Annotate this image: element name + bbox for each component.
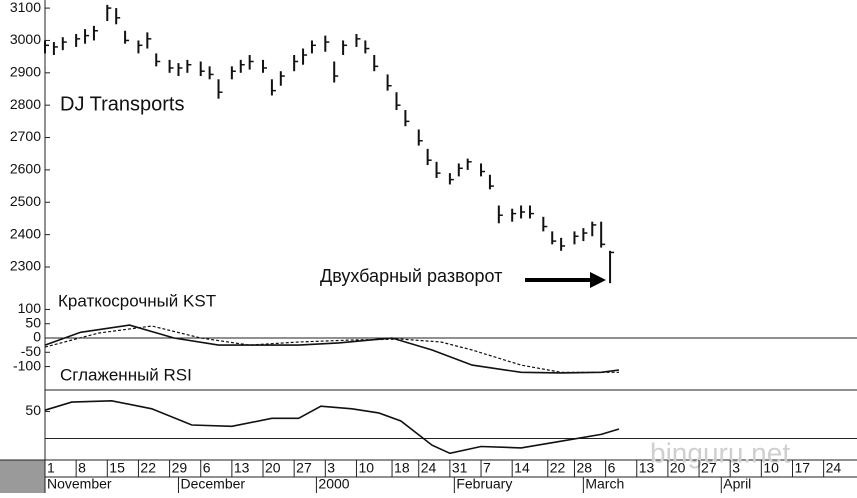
y-tick-label: 2400: [10, 225, 41, 241]
y-tick-label: 50: [25, 402, 41, 418]
y-tick-label: 2700: [10, 128, 41, 144]
month-label: February: [456, 476, 512, 492]
annotation: Двухбарный разворот: [320, 266, 502, 286]
x-tick-label: 3: [732, 460, 740, 476]
x-tick-label: 31: [452, 460, 468, 476]
x-tick-label: 10: [358, 460, 374, 476]
x-tick-label: 27: [296, 460, 312, 476]
x-tick-label: 14: [514, 460, 530, 476]
x-tick-label: 6: [608, 460, 616, 476]
x-tick-label: 22: [550, 460, 566, 476]
y-tick-label: 2500: [10, 193, 41, 209]
series-line: [44, 399, 620, 455]
x-tick-label: 1: [47, 460, 55, 476]
x-tick-label: 6: [203, 460, 211, 476]
x-tick-label: 29: [172, 460, 188, 476]
x-tick-label: 27: [701, 460, 717, 476]
y-tick-label: -50: [21, 343, 41, 359]
y-tick-label: 0: [33, 329, 41, 345]
x-tick-label: 3: [327, 460, 335, 476]
watermark: binguru.net: [650, 437, 790, 468]
y-tick-label: 100: [18, 300, 42, 316]
y-tick-label: 2900: [10, 64, 41, 80]
panel-title: Краткосрочный KST: [58, 291, 216, 310]
axis-corner: [0, 460, 45, 493]
panel-title: Сглаженный RSI: [60, 365, 192, 384]
month-label: December: [180, 476, 245, 492]
x-tick-label: 20: [265, 460, 281, 476]
month-label: November: [47, 476, 112, 492]
x-tick-label: 17: [794, 460, 810, 476]
x-tick-label: 10: [763, 460, 779, 476]
chart-title: DJ Transports: [60, 93, 184, 115]
x-tick-label: 24: [421, 460, 437, 476]
x-tick-label: 8: [78, 460, 86, 476]
x-tick-label: 15: [109, 460, 125, 476]
x-tick-label: 24: [826, 460, 842, 476]
x-tick-label: 18: [394, 460, 410, 476]
y-tick-label: 3100: [10, 0, 41, 15]
series-line: [44, 325, 619, 373]
month-label: April: [723, 476, 751, 492]
x-tick-label: 28: [576, 460, 592, 476]
y-tick-label: -100: [13, 357, 41, 373]
x-tick-label: 13: [639, 460, 655, 476]
month-label: March: [585, 476, 624, 492]
arrow-head: [590, 272, 606, 288]
y-tick-label: 2800: [10, 96, 41, 112]
y-tick-label: 2300: [10, 258, 41, 274]
y-tick-label: 50: [25, 314, 41, 330]
series-line: [44, 324, 620, 374]
x-tick-label: 22: [140, 460, 156, 476]
x-tick-label: 13: [234, 460, 250, 476]
y-tick-label: 2600: [10, 161, 41, 177]
x-tick-label: 7: [483, 460, 491, 476]
y-tick-label: 3000: [10, 31, 41, 47]
month-label: 2000: [318, 476, 349, 492]
x-tick-label: 20: [670, 460, 686, 476]
